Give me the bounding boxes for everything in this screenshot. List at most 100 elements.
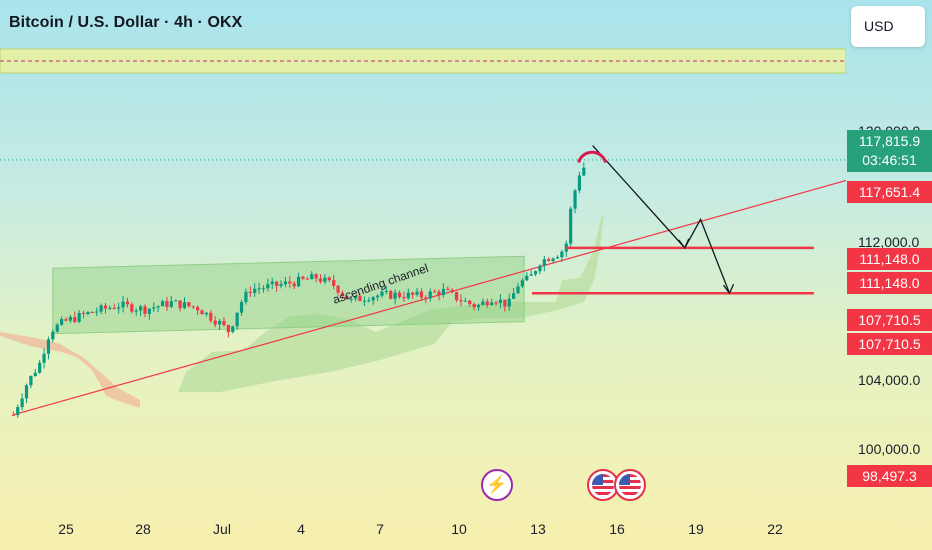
cloud-red-shape xyxy=(0,332,140,408)
candle-body xyxy=(288,281,292,284)
candle-body xyxy=(125,301,130,305)
current-price-value: 117,815.9 xyxy=(858,133,921,149)
candle-body xyxy=(494,302,498,304)
candle-body xyxy=(393,292,397,299)
candle-body xyxy=(569,208,573,244)
candle-body xyxy=(178,300,182,309)
candle-body xyxy=(349,298,353,300)
high-price-tag: 117,651.4 xyxy=(847,181,932,203)
level-price-tag: 107,710.5 xyxy=(847,309,932,331)
candle-body xyxy=(318,278,323,282)
candle-body xyxy=(160,301,165,307)
candle-body xyxy=(503,299,507,307)
candle-body xyxy=(139,306,143,311)
candle-body xyxy=(182,302,187,309)
candle-body xyxy=(406,292,410,299)
candle-body xyxy=(415,291,419,295)
candle-body xyxy=(121,301,125,308)
candle-body xyxy=(283,281,288,285)
candle-body xyxy=(77,312,81,322)
candle-body xyxy=(33,372,37,376)
candle-body xyxy=(226,325,230,333)
candle-body xyxy=(411,292,415,295)
candle-body xyxy=(371,297,375,301)
current-price-tag: 117,815.9 03:46:51 xyxy=(847,130,932,172)
candle-body xyxy=(560,251,564,258)
candle-body xyxy=(450,289,454,292)
candle-body xyxy=(217,320,222,325)
candle-body xyxy=(261,288,266,290)
level-price-tag: 111,148.0 xyxy=(847,248,932,270)
candle-body xyxy=(42,353,46,363)
candle-body xyxy=(73,317,77,322)
candle-body xyxy=(99,305,103,312)
time-label: 19 xyxy=(688,521,704,537)
candle-body xyxy=(375,295,380,298)
candle-body xyxy=(468,300,472,304)
time-label: 7 xyxy=(376,521,384,537)
candle-body xyxy=(362,300,367,302)
candle-body xyxy=(573,190,577,209)
candle-body xyxy=(529,274,533,276)
candle-body xyxy=(292,283,296,287)
candle-body xyxy=(270,281,274,285)
candle-body xyxy=(314,274,318,279)
candle-body xyxy=(174,300,178,302)
candle-body xyxy=(542,259,546,266)
candle-body xyxy=(204,312,209,315)
currency-button[interactable]: USD xyxy=(851,6,925,47)
candle-body xyxy=(169,301,173,307)
price-label: 104,000.0 xyxy=(858,372,921,388)
candle-body xyxy=(507,298,511,307)
candle-body xyxy=(472,303,476,308)
candle-body xyxy=(577,175,582,191)
candle-body xyxy=(555,257,560,259)
candle-body xyxy=(520,280,524,287)
time-label: 4 xyxy=(297,521,305,537)
candle-body xyxy=(191,306,195,308)
candle-body xyxy=(86,311,90,314)
candle-body xyxy=(95,311,99,313)
candle-body xyxy=(117,307,121,309)
candle-body xyxy=(134,310,138,312)
trendline xyxy=(13,179,846,416)
candle-body xyxy=(551,258,555,262)
candle-body xyxy=(156,306,160,308)
projection-arrowhead xyxy=(678,238,690,250)
candle-body xyxy=(332,280,336,286)
candle-body xyxy=(51,331,55,340)
candle-body xyxy=(196,307,200,311)
level-price-tag: 111,148.0 xyxy=(847,272,932,294)
candle-body xyxy=(143,306,147,314)
candle-body xyxy=(248,291,252,293)
candle-body xyxy=(24,385,29,399)
candle-body xyxy=(11,414,15,416)
candle-body xyxy=(209,312,213,321)
top-arc xyxy=(577,150,608,164)
candle-body xyxy=(419,291,424,298)
cloud-green-shape xyxy=(178,212,604,392)
symbol-title: Bitcoin / U.S. Dollar · 4h · OKX xyxy=(9,14,243,31)
candle-body xyxy=(81,312,86,314)
candle-body xyxy=(103,305,108,309)
candle-body xyxy=(301,276,305,279)
candle-body xyxy=(463,300,467,302)
time-label: 28 xyxy=(135,521,151,537)
candle-body xyxy=(354,296,358,299)
candle-body xyxy=(279,284,283,286)
candle-body xyxy=(200,310,204,315)
candle-body xyxy=(68,317,72,321)
us-flag-icon[interactable] xyxy=(614,469,646,501)
candle-body xyxy=(239,302,244,313)
candle-body xyxy=(55,324,59,332)
candle-body xyxy=(310,274,314,280)
candle-body xyxy=(433,291,437,293)
lightning-icon[interactable]: ⚡ xyxy=(481,469,513,501)
candle-body xyxy=(64,319,68,321)
candle-body xyxy=(130,304,134,312)
candle-body xyxy=(90,311,94,313)
candle-body xyxy=(446,288,450,290)
countdown-timer: 03:46:51 xyxy=(862,152,917,168)
